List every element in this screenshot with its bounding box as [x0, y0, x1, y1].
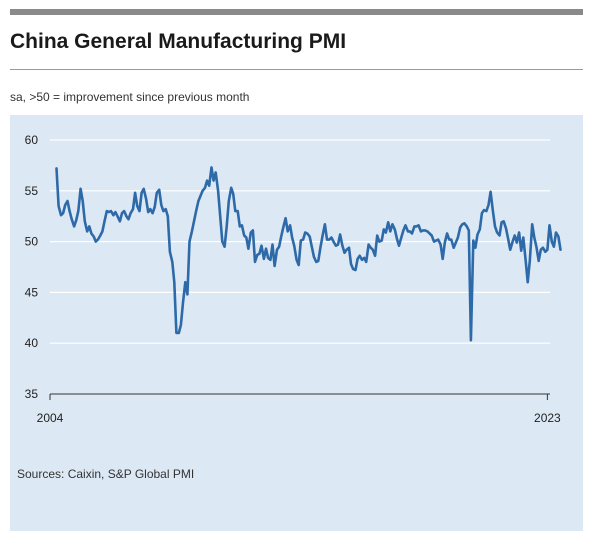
chart-subtitle: sa, >50 = improvement since previous mon… — [10, 90, 250, 104]
y-tick-label-60: 60 — [25, 133, 39, 147]
top-rule — [10, 9, 583, 15]
x-tick-label-2004: 2004 — [37, 411, 64, 425]
y-tick-label-55: 55 — [25, 184, 39, 198]
chart-panel — [10, 115, 583, 531]
y-tick-label-45: 45 — [25, 285, 39, 299]
y-tick-label-40: 40 — [25, 336, 39, 350]
x-tick-label-2023: 2023 — [534, 411, 561, 425]
title-divider — [10, 69, 583, 70]
y-tick-label-35: 35 — [25, 387, 39, 401]
chart-source: Sources: Caixin, S&P Global PMI — [17, 467, 195, 481]
page-title: China General Manufacturing PMI — [10, 30, 347, 53]
series-line-0 — [55, 166, 562, 342]
y-tick-label-50: 50 — [25, 235, 39, 249]
